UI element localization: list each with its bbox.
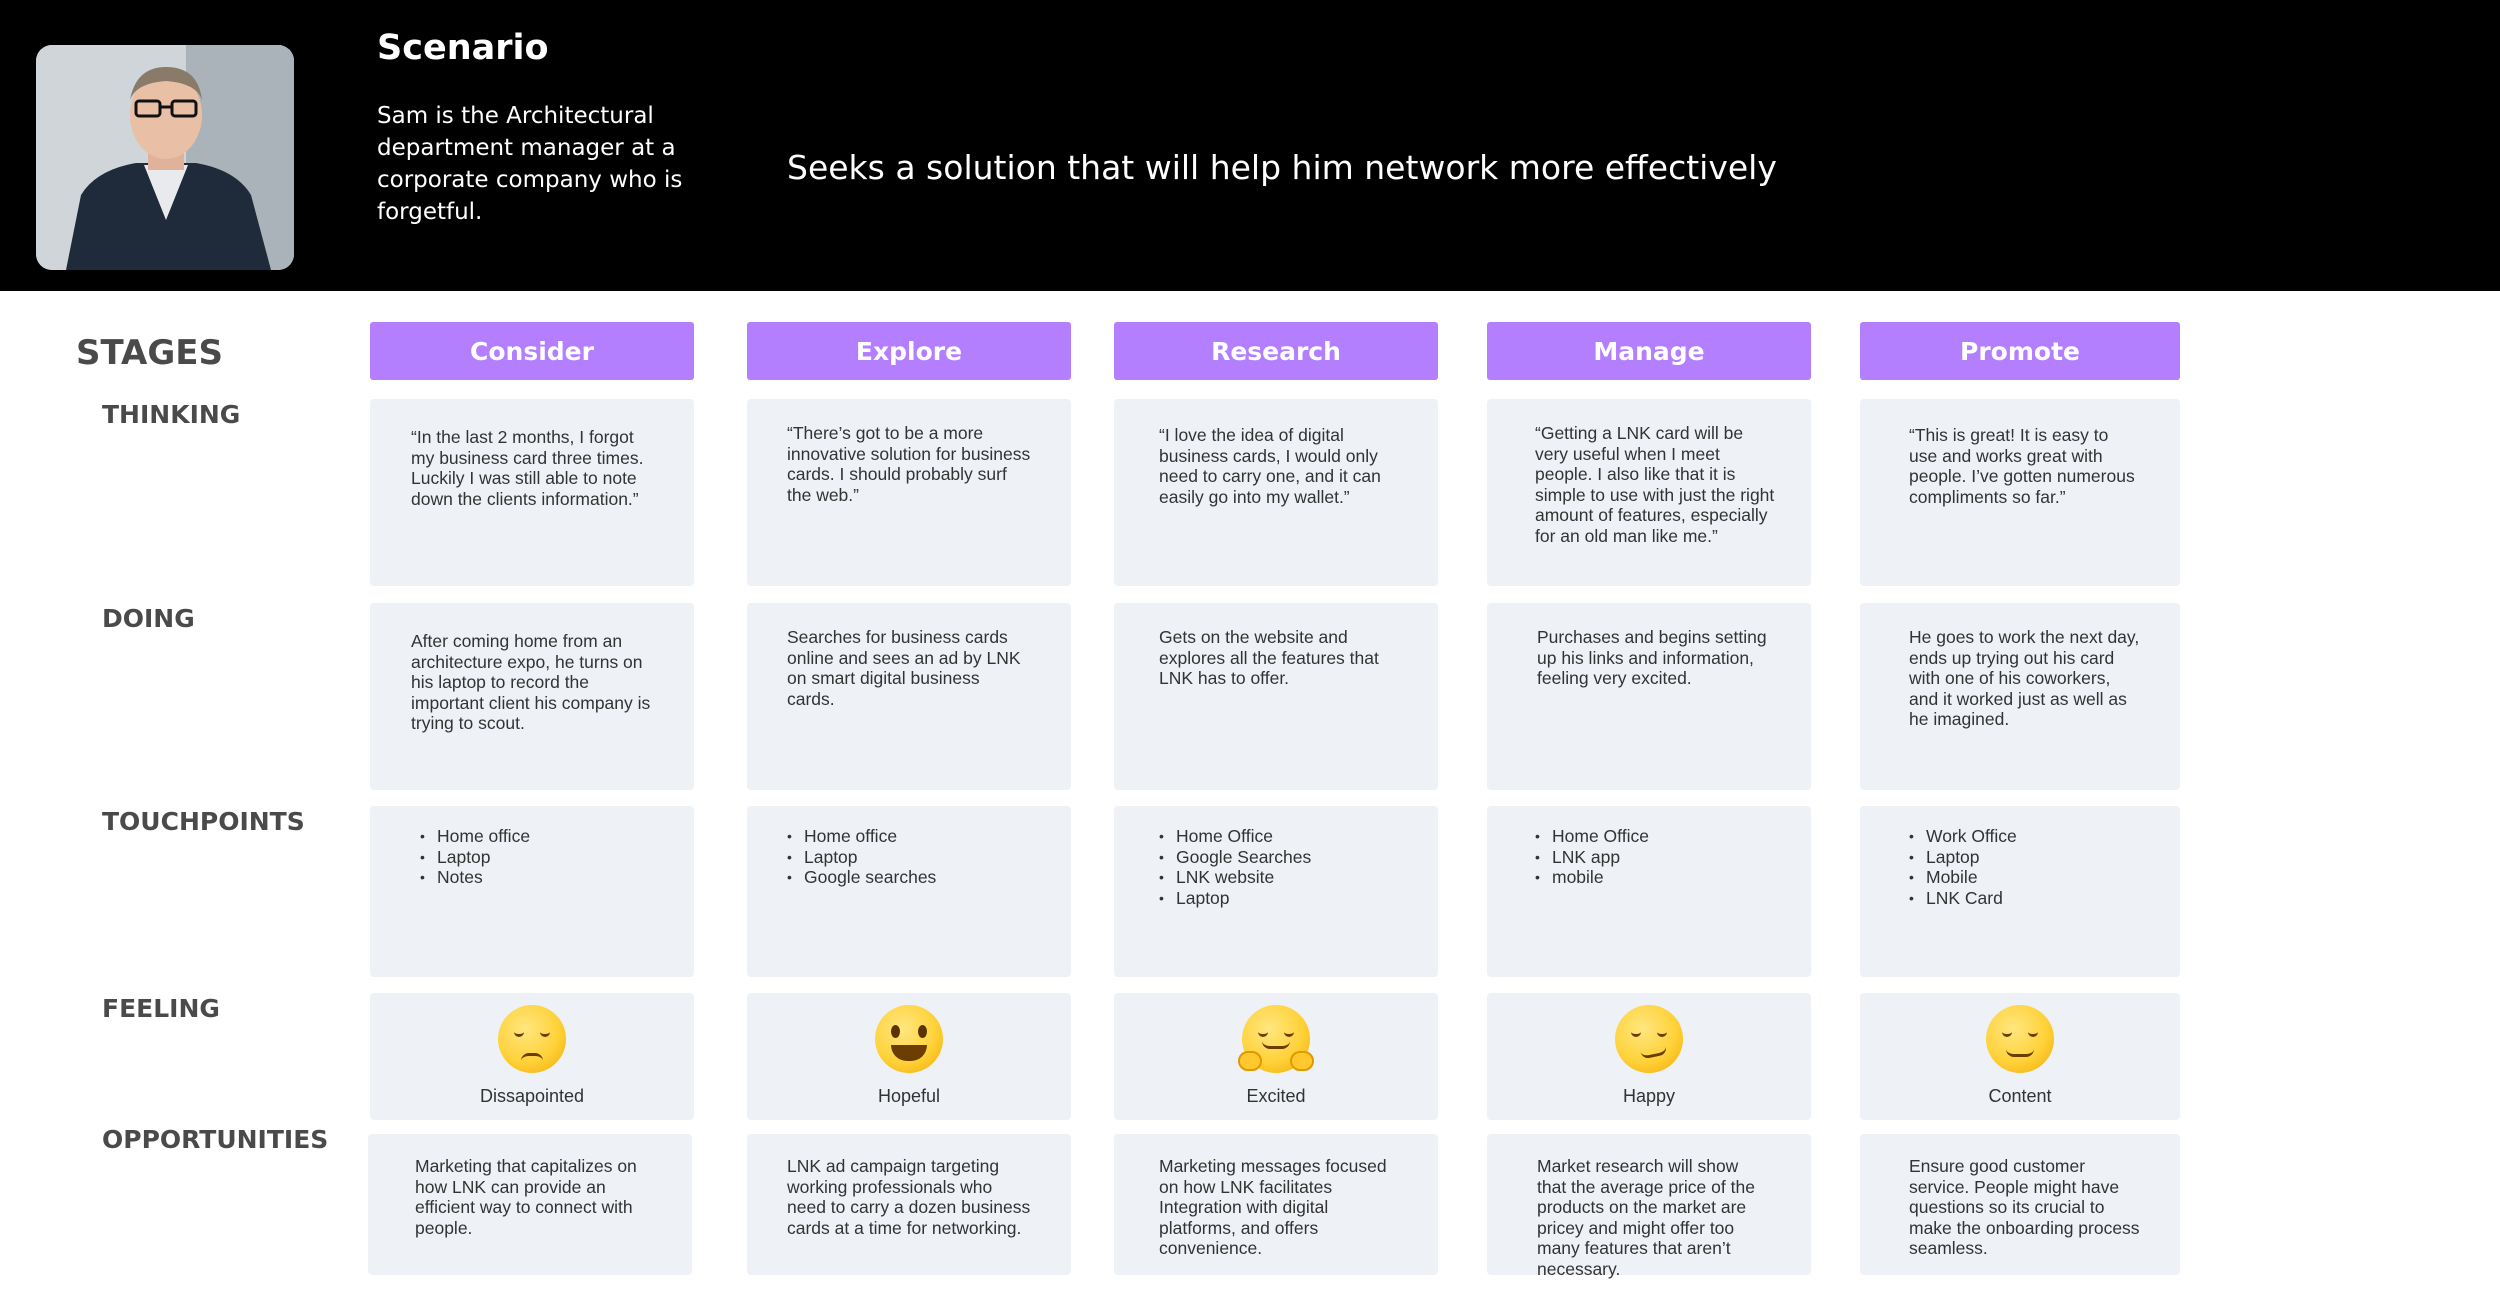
doing-card: After coming home from an architecture e…: [370, 603, 694, 790]
opportunity-card: Marketing that capitalizes on how LNK ca…: [368, 1134, 692, 1275]
thinking-card: “This is great! It is easy to use and wo…: [1860, 399, 2180, 586]
feeling-text: Hopeful: [877, 1086, 941, 1106]
list-item: Laptop: [1159, 888, 1311, 909]
touchpoints-card: Work Office Laptop Mobile LNK Card: [1860, 806, 2180, 977]
doing-card: Purchases and begins setting up his link…: [1487, 603, 1811, 790]
thinking-card: “I love the idea of digital business car…: [1114, 399, 1438, 586]
list-item: Notes: [420, 867, 530, 888]
doing-card: Gets on the website and explores all the…: [1114, 603, 1438, 790]
grinning-face-icon: [875, 1005, 943, 1073]
touchpoints-list: Home office Laptop Google searches: [787, 826, 936, 888]
opportunity-card: Market research will show that the avera…: [1487, 1134, 1811, 1279]
touchpoints-card: Home Office LNK app mobile: [1487, 806, 1811, 977]
thinking-text: “In the last 2 months, I forgot my busin…: [411, 427, 644, 509]
stage-header-explore: Explore: [747, 322, 1071, 380]
list-item: Google searches: [787, 867, 936, 888]
doing-text: After coming home from an architecture e…: [411, 631, 651, 733]
opportunity-text: Marketing messages focused on how LNK fa…: [1159, 1156, 1387, 1258]
list-item: Mobile: [1909, 867, 2017, 888]
thinking-text: “There’s got to be a more innovative sol…: [787, 423, 1031, 505]
stage-header-promote: Promote: [1860, 322, 2180, 380]
touchpoints-list: Home Office LNK app mobile: [1535, 826, 1649, 888]
list-item: mobile: [1535, 867, 1649, 888]
opportunity-card: Marketing messages focused on how LNK fa…: [1114, 1134, 1438, 1275]
doing-text: Gets on the website and explores all the…: [1159, 627, 1379, 688]
feeling-card: Dissapointed: [370, 993, 694, 1120]
thinking-label: THINKING: [102, 400, 241, 429]
feeling-text: Happy: [1622, 1086, 1676, 1106]
scenario-goal: Seeks a solution that will help him netw…: [787, 148, 1777, 187]
stage-header-research: Research: [1114, 322, 1438, 380]
opportunity-card: LNK ad campaign targeting working profes…: [747, 1134, 1071, 1275]
opportunity-text: Ensure good customer service. People mig…: [1909, 1156, 2140, 1258]
disappointed-face-icon: [498, 1005, 566, 1073]
list-item: Google Searches: [1159, 847, 1311, 868]
stage-header-manage: Manage: [1487, 322, 1811, 380]
list-item: Laptop: [420, 847, 530, 868]
feeling-card: Happy: [1487, 993, 1811, 1120]
thinking-text: “This is great! It is easy to use and wo…: [1909, 425, 2135, 507]
doing-text: Purchases and begins setting up his link…: [1537, 627, 1767, 688]
stage-header-consider: Consider: [370, 322, 694, 380]
scenario-header: Scenario Sam is the Architectural depart…: [0, 0, 2500, 291]
opportunity-card: Ensure good customer service. People mig…: [1860, 1134, 2180, 1275]
doing-text: He goes to work the next day, ends up tr…: [1909, 627, 2140, 729]
touchpoints-card: Home office Laptop Notes: [370, 806, 694, 977]
list-item: LNK app: [1535, 847, 1649, 868]
scenario-description: Sam is the Architectural department mana…: [377, 103, 683, 225]
thinking-card: “In the last 2 months, I forgot my busin…: [370, 399, 694, 586]
list-item: Work Office: [1909, 826, 2017, 847]
stages-label: STAGES: [76, 333, 223, 373]
list-item: Home office: [787, 826, 936, 847]
touchpoints-label: TOUCHPOINTS: [102, 807, 305, 836]
feeling-text: Dissapointed: [479, 1086, 585, 1106]
hugging-face-icon: [1238, 1005, 1314, 1073]
touchpoints-card: Home office Laptop Google searches: [747, 806, 1071, 977]
list-item: Home Office: [1159, 826, 1311, 847]
smirking-face-icon: [1615, 1005, 1683, 1073]
doing-card: Searches for business cards online and s…: [747, 603, 1071, 790]
feeling-text: Content: [1988, 1086, 2052, 1106]
feeling-text: Excited: [1246, 1086, 1306, 1106]
feeling-card: Content: [1860, 993, 2180, 1120]
thinking-card: “There’s got to be a more innovative sol…: [747, 399, 1071, 586]
persona-photo: [36, 45, 294, 270]
doing-label: DOING: [102, 604, 195, 633]
thinking-card: “Getting a LNK card will be very useful …: [1487, 399, 1811, 586]
touchpoints-list: Work Office Laptop Mobile LNK Card: [1909, 826, 2017, 908]
opportunities-label: OPPORTUNITIES: [102, 1125, 329, 1154]
thinking-text: “I love the idea of digital business car…: [1159, 425, 1381, 507]
thinking-text: “Getting a LNK card will be very useful …: [1535, 423, 1775, 546]
opportunity-text: Marketing that capitalizes on how LNK ca…: [415, 1156, 637, 1238]
feeling-card: Hopeful: [747, 993, 1071, 1120]
list-item: Laptop: [1909, 847, 2017, 868]
opportunity-text: Market research will show that the avera…: [1537, 1156, 1755, 1279]
feeling-card: Excited: [1114, 993, 1438, 1120]
doing-text: Searches for business cards online and s…: [787, 627, 1021, 709]
list-item: LNK Card: [1909, 888, 2017, 909]
touchpoints-list: Home office Laptop Notes: [420, 826, 530, 888]
list-item: LNK website: [1159, 867, 1311, 888]
feeling-label: FEELING: [102, 994, 220, 1023]
touchpoints-card: Home Office Google Searches LNK website …: [1114, 806, 1438, 977]
touchpoints-list: Home Office Google Searches LNK website …: [1159, 826, 1311, 908]
list-item: Home Office: [1535, 826, 1649, 847]
page-title: Scenario: [377, 28, 549, 68]
list-item: Home office: [420, 826, 530, 847]
doing-card: He goes to work the next day, ends up tr…: [1860, 603, 2180, 790]
list-item: Laptop: [787, 847, 936, 868]
relieved-face-icon: [1986, 1005, 2054, 1073]
opportunity-text: LNK ad campaign targeting working profes…: [787, 1156, 1031, 1238]
